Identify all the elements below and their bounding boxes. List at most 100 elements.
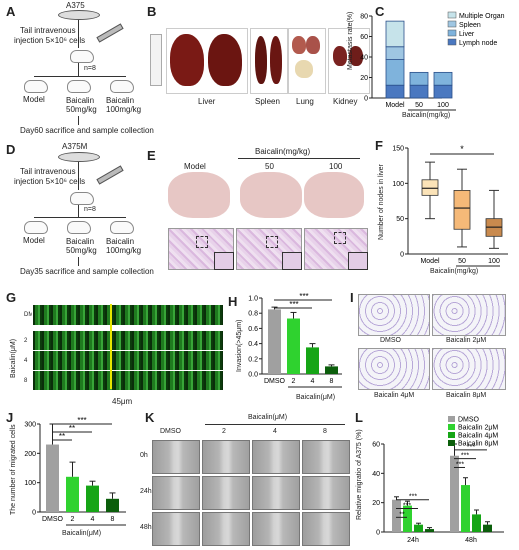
kidney-frame (328, 28, 370, 94)
chart-j-y-tick-label: 300 (24, 422, 36, 429)
chart-l-y-tick-label: 40 (372, 471, 380, 478)
panel-a-injection-2: injection 5×10⁶ cells (14, 36, 86, 45)
chart-l-y-tick-label: 0 (376, 530, 380, 537)
chart-l-bar (403, 505, 412, 532)
scratch-image (152, 440, 200, 474)
liver-gross-100 (304, 172, 364, 218)
panel-f-ylabel: Number of nodes in liver (378, 164, 385, 240)
kidney-image (333, 46, 347, 66)
chart-l-bar (425, 529, 434, 532)
scratch-image (302, 476, 350, 510)
chart-c-y-tick-label: 60 (360, 34, 368, 41)
chart-f-y-tick-label: 150 (392, 146, 404, 153)
invasion-row-2 (32, 330, 224, 351)
panel-a-n: n=8 (84, 65, 96, 72)
chart-l-legend-label: Baicalin 8μM (458, 441, 498, 448)
panel-k-row-24h: 24h (140, 488, 152, 495)
panel-k-col-4: 4 (273, 428, 277, 435)
petri-dish-icon (58, 10, 100, 20)
header-line (205, 424, 345, 425)
liver-gross-50 (240, 172, 302, 218)
panel-a-group-model: Model (23, 95, 45, 104)
mouse-icon (70, 192, 94, 205)
chart-h-y-tick-label: 0.8 (248, 311, 258, 318)
panel-g-scale: 45μm (112, 397, 133, 406)
chart-h-sig-label: *** (299, 292, 308, 301)
scratch-image (202, 440, 250, 474)
organ-label-spleen: Spleen (255, 97, 280, 106)
header-line (238, 158, 360, 159)
panel-j-label: J (6, 410, 14, 425)
zoom-box (196, 236, 208, 248)
panel-k-col-dmso: DMSO (160, 428, 181, 435)
chart-l-y-tick-label: 20 (372, 500, 380, 507)
scratch-image (302, 512, 350, 546)
chart-h-y-tick-label: 0.6 (248, 326, 258, 333)
chart-h-bar (306, 347, 319, 374)
chart-f-x-tick-label: Model (420, 258, 440, 265)
chart-l-sig-label: *** (409, 494, 417, 501)
chart-l-legend-label: Baicalin 2μM (458, 425, 498, 432)
scratch-image (152, 476, 200, 510)
chart-c-legend-swatch (447, 38, 457, 46)
lung-image (295, 60, 313, 78)
chart-l-sig-label: ** (399, 511, 405, 518)
chart-c-x-tick-label: Model (385, 102, 405, 109)
panel-d-n: n=8 (84, 206, 96, 213)
panel-i-label-4: Baicalin 4μM (374, 392, 415, 399)
chart-l-y-tick-label: 60 (372, 442, 380, 449)
panel-d-label: D (6, 142, 16, 157)
chart-j-y-tick-label: 0 (32, 510, 36, 517)
transwell-8 (432, 348, 506, 390)
chart-l-bar (461, 485, 470, 532)
panel-a-injection-1: Tail intravenous (20, 26, 76, 35)
panel-h-xlabel: Baicalin(μM) (296, 394, 336, 401)
panel-d-injection-1: Tail intravenous (20, 167, 76, 176)
panel-d-group-50: Baicalin 50mg/kg (66, 237, 97, 256)
invasion-row-dmso (32, 304, 224, 326)
mouse-icon (110, 221, 134, 234)
panel-e-col-100: 100 (329, 162, 343, 171)
chart-l-legend-swatch (448, 424, 455, 430)
chart-c: 0 20 40 60 80 Model 50 100 Multiple Organ Spleen L… (360, 11, 505, 111)
panel-f-label: F (375, 138, 383, 153)
panel-a-group-100: Baicalin 100mg/kg (106, 96, 142, 115)
branch-line (34, 217, 126, 218)
panel-a-label: A (6, 4, 16, 19)
chart-h-sig-label: *** (289, 300, 298, 309)
invasion-row-8 (32, 370, 224, 391)
chart-h-x-tick-label: 4 (311, 378, 315, 385)
chart-c-legend-swatch (447, 29, 457, 37)
liver-image (170, 34, 204, 86)
chart-c-bar-segment (385, 20, 405, 48)
chart-j-sig-label: *** (77, 416, 86, 425)
arrow-line (78, 63, 79, 77)
chart-j-bar (46, 444, 59, 512)
chart-c-y-tick-label: 80 (360, 14, 368, 21)
chart-j-bar (86, 485, 99, 512)
reference-line (110, 304, 112, 389)
panel-d-group-model: Model (23, 236, 45, 245)
chart-c-y-tick-label: 20 (360, 75, 368, 82)
panel-d-endpoint: Day35 sacrifice and sample collection (20, 267, 154, 276)
zoom-inset (214, 252, 234, 270)
panel-b-label: B (147, 4, 157, 19)
arrow-line (78, 257, 79, 266)
chart-f-sig-label: * (460, 144, 464, 154)
petri-dish-icon (58, 152, 100, 162)
chart-l-bar (414, 524, 423, 532)
chart-c-bar-segment (385, 84, 405, 99)
panel-k-label: K (145, 410, 155, 425)
chart-l-legend-label: Baicalin 4μM (458, 433, 498, 440)
panel-k-header: Baicalin(μM) (248, 414, 288, 421)
zoom-box (334, 232, 346, 244)
organ-label-lung: Lung (296, 97, 314, 106)
chart-f-y-tick-label: 0 (400, 252, 404, 259)
panel-f-xlabel: Baicalin(mg/kg) (430, 268, 479, 275)
chart-h-y-tick-label: 1.0 (248, 296, 258, 303)
chart-c-bar-segment (385, 59, 405, 86)
mouse-icon (70, 50, 94, 63)
panel-c-xlabel: Baicalin(mg/kg) (402, 112, 451, 119)
kidney-image (349, 46, 363, 66)
chart-f-y-tick-label: 100 (392, 181, 404, 188)
